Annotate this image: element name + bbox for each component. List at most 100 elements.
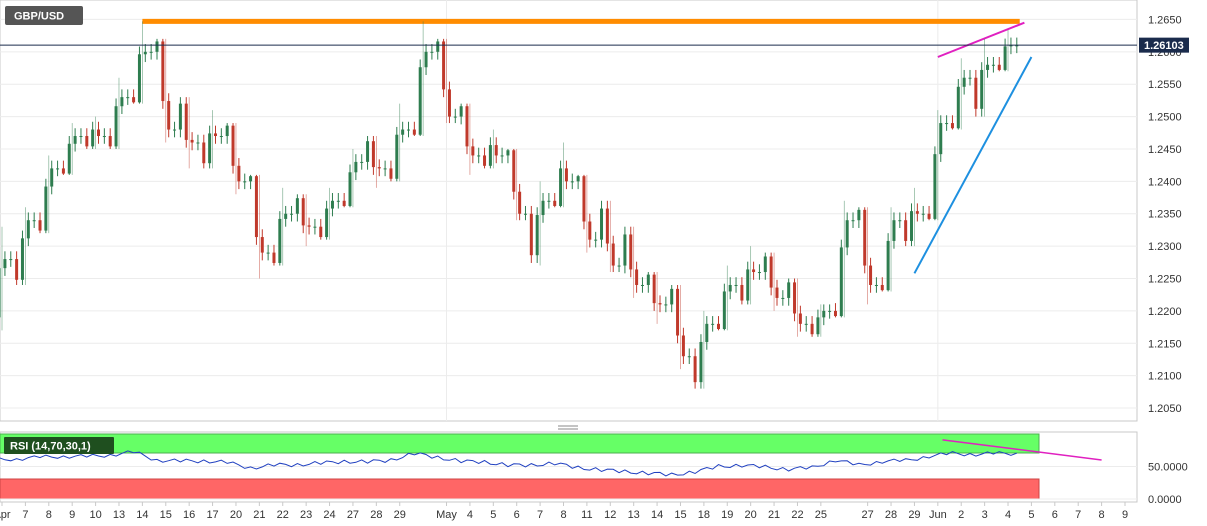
candle-body [336,200,340,202]
time-tick-label: 6 [1052,509,1058,521]
candle-body [108,136,112,147]
time-tick-label: 24 [323,509,335,521]
time-tick-label: 21 [768,509,780,521]
candle-body [38,220,42,231]
candle-body [85,136,89,147]
candle-body [178,103,182,130]
rsi-divergence-line [942,439,1102,461]
candle-body [114,106,118,147]
candle-body [1015,45,1019,47]
candle-body [231,125,235,166]
rsi-overbought-zone [0,433,1040,454]
candle-body [991,64,995,66]
candle-body [307,225,311,227]
time-tick-label: 14 [136,509,148,521]
candle-body [73,136,77,144]
candle-body [775,287,779,298]
time-tick-label: 2 [958,509,964,521]
candle-body [822,310,826,318]
time-tick-label: 15 [674,509,686,521]
candle-body [798,313,802,324]
candle-body [997,64,1001,70]
candle-body [202,142,206,164]
candle-body [132,97,136,103]
candle-body [950,123,954,129]
candle-body [986,64,990,70]
symbol-title: GBP/USD [14,11,64,23]
time-tick-label: 22 [277,509,289,521]
candle-body [594,239,598,241]
candle-body [26,220,30,239]
candle-body [676,288,680,336]
candle-body [810,323,814,335]
candle-body [442,41,446,90]
candle-body [974,77,978,109]
time-tick-label: May [436,509,457,521]
candle-body [869,265,873,285]
candle-body [301,198,305,226]
candle-body [313,226,317,228]
candle-body [886,240,890,291]
candle-body [418,67,422,135]
candle-body [208,133,212,164]
candle-body [453,116,457,118]
candle-body [904,220,908,241]
candle-body [284,213,288,219]
time-tick-label: 12 [604,509,616,521]
candle-body [407,129,411,131]
candle-body [839,247,843,317]
candle-body [734,284,738,286]
time-tick-label: 20 [745,509,757,521]
candle-body [746,269,750,301]
candle-body [371,141,375,168]
time-tick-label: 29 [394,509,406,521]
candle-body [97,129,101,137]
candle-body [857,209,861,221]
price-tick-label: 1.2100 [1148,371,1182,383]
candle-body [161,41,165,102]
candle-body [155,41,159,52]
panel-resize-handle[interactable] [558,425,578,430]
candle-body [342,200,346,206]
current-price-value: 1.26103 [1144,40,1184,52]
candle-body [804,323,808,325]
rsi-label: RSI (14,70,30,1) [10,441,91,453]
candle-body [793,282,797,314]
candle-body [237,165,241,182]
candle-body [833,310,837,317]
candle-body [459,106,463,117]
candle-body [430,51,434,53]
candle-body [588,221,592,240]
candle-body [705,323,709,342]
candle-body [769,256,773,288]
candle-body [366,141,370,162]
candle-body [728,284,732,292]
price-tick-label: 1.2300 [1148,241,1182,253]
candle-body [167,101,171,130]
candle-body [933,154,937,219]
candle-body [91,129,95,147]
candle-body [635,269,639,285]
candle-body [851,220,855,222]
candle-body [424,51,428,68]
candle-body [523,213,527,215]
time-tick-label: 3 [982,509,988,521]
price-tick-label: 1.2500 [1148,112,1182,124]
candle-body [605,208,609,244]
candle-body [617,265,621,267]
price-tick-label: 1.2650 [1148,14,1182,26]
time-tick-label: 22 [791,509,803,521]
candle-body [471,146,475,156]
candle-body [553,200,557,206]
price-tick-label: 1.2400 [1148,176,1182,188]
candle-body [921,213,925,215]
candle-body [494,145,498,156]
price-tick-label: 1.2050 [1148,403,1182,415]
time-tick-label: 28 [885,509,897,521]
candle-body [143,51,147,55]
price-tick-label: 1.2200 [1148,306,1182,318]
time-tick-label: 9 [69,509,75,521]
rsi-tick-label: 0.0000 [1148,494,1182,506]
candle-body [506,150,510,156]
candle-body [863,209,867,266]
